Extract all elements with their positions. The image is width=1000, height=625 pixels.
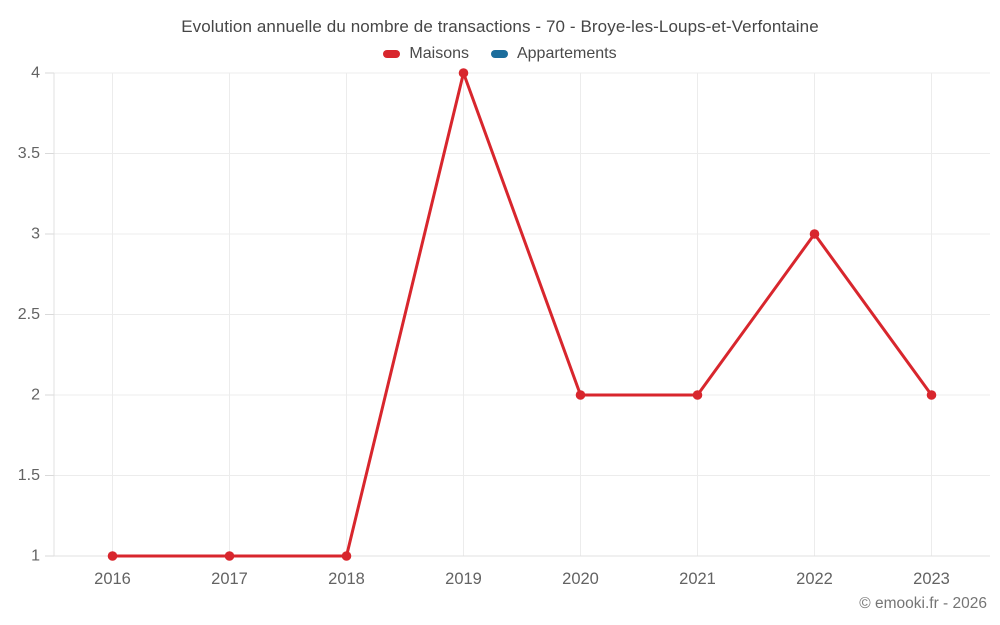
- y-tick-label: 2.5: [18, 306, 40, 323]
- data-point-maisons-2017[interactable]: [224, 551, 235, 561]
- data-point-maisons-2021[interactable]: [692, 390, 703, 400]
- legend-label-maisons: Maisons: [409, 45, 469, 62]
- x-tick-label: 2022: [796, 570, 833, 588]
- legend-label-appartements: Appartements: [516, 45, 617, 62]
- data-point-maisons-2016[interactable]: [107, 551, 118, 561]
- copyright-watermark: © emooki.fr - 2026: [859, 595, 987, 612]
- appartements-series-swatch: [490, 50, 508, 58]
- x-tick-label: 2020: [562, 570, 599, 588]
- y-tick-label: 4: [31, 65, 40, 82]
- y-tick-label: 2: [31, 387, 40, 404]
- x-tick-label: 2016: [94, 570, 131, 588]
- y-tick-label: 3: [31, 226, 40, 243]
- x-tick-label: 2018: [328, 570, 365, 588]
- chart-legend: Maisons Appartements: [0, 45, 1000, 63]
- x-tick-label: 2019: [445, 570, 482, 588]
- legend-item-appartements[interactable]: Appartements: [490, 45, 617, 63]
- data-point-maisons-2023[interactable]: [926, 390, 937, 400]
- x-tick-label: 2017: [211, 570, 248, 588]
- series-line-maisons: [112, 71, 933, 558]
- y-tick-label: 3.5: [18, 145, 40, 162]
- data-point-maisons-2018[interactable]: [341, 551, 352, 561]
- chart-title: Evolution annuelle du nombre de transact…: [181, 17, 819, 36]
- y-tick-label: 1.5: [18, 467, 40, 484]
- legend-item-maisons[interactable]: Maisons: [383, 45, 469, 63]
- x-tick-label: 2023: [913, 570, 950, 588]
- data-point-maisons-2019[interactable]: [458, 68, 469, 78]
- data-point-maisons-2022[interactable]: [809, 229, 820, 239]
- data-point-maisons-2020[interactable]: [575, 390, 586, 400]
- y-tick-label: 1: [31, 548, 40, 565]
- x-tick-label: 2021: [679, 570, 716, 588]
- maisons-series-swatch: [383, 50, 401, 58]
